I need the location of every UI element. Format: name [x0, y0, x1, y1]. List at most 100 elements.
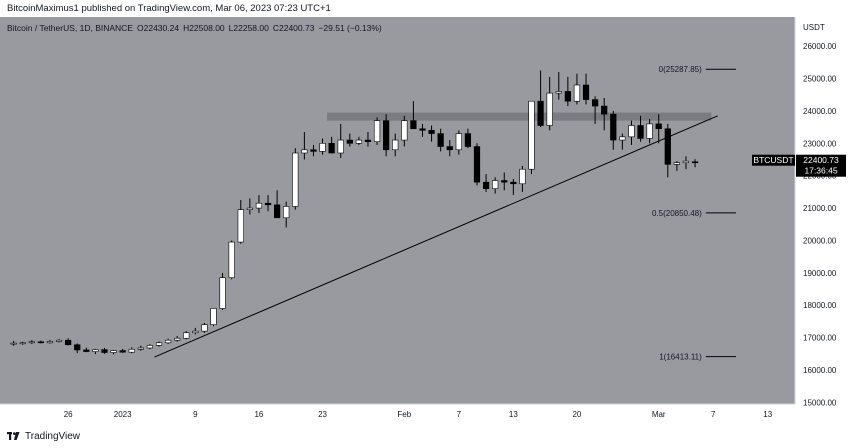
last-price-tag	[796, 154, 846, 177]
candle	[473, 143, 481, 186]
candle	[410, 101, 417, 130]
candle	[519, 165, 526, 192]
footer-bar: TradingView	[0, 426, 850, 448]
fib-level-label: 0.5(20850.48)	[652, 209, 702, 218]
candle-body-up	[255, 202, 263, 209]
candle	[628, 120, 635, 145]
candle	[146, 344, 154, 350]
candle-body-up	[646, 123, 653, 139]
candle	[237, 199, 244, 244]
price-axis-area[interactable]	[795, 17, 850, 426]
date-tick-label: 7	[711, 410, 716, 419]
price-tick-label: 15000.00	[803, 398, 837, 407]
price-tick-label: 21000.00	[803, 204, 837, 213]
candle	[74, 343, 81, 354]
publisher-caption: BitcoinMaximus1 published on TradingView…	[7, 3, 331, 14]
candle	[128, 347, 135, 354]
candle-body-down	[601, 105, 608, 115]
candle	[28, 340, 35, 345]
open-value: 22430.24	[144, 23, 180, 33]
high-label: H	[183, 23, 189, 33]
tradingview-logo[interactable]: TradingView	[7, 431, 80, 442]
candle-body-up	[292, 152, 299, 207]
candle	[655, 114, 662, 144]
candle	[37, 340, 45, 344]
candle	[637, 115, 644, 142]
candle	[528, 100, 535, 175]
candle-body-up	[183, 332, 190, 339]
candle-body-down	[537, 100, 544, 126]
symbol-info: Bitcoin / TetherUS, 1D, BINANCE O22430.24…	[7, 23, 382, 33]
plot-area[interactable]	[0, 17, 795, 404]
candle-body-up	[192, 330, 199, 334]
candle-body-up	[619, 136, 626, 141]
candle	[446, 140, 453, 157]
price-tick-label: 25000.00	[803, 75, 837, 84]
candle-body-down	[446, 146, 453, 151]
candle-body-down	[119, 350, 126, 353]
candle	[664, 123, 671, 178]
candle-body-up	[219, 277, 226, 309]
last-price-value: 22400.73	[803, 155, 839, 165]
candle	[10, 340, 17, 346]
candle	[419, 123, 426, 137]
candle	[55, 338, 63, 343]
resistance-zone	[327, 112, 712, 121]
publisher-header: BitcoinMaximus1 published on TradingView…	[0, 0, 850, 17]
candle-body-up	[46, 341, 54, 344]
candle-body-up	[355, 139, 363, 144]
candle-body-down	[473, 146, 481, 183]
candle-body-down	[273, 204, 281, 219]
price-tick-label: 19000.00	[803, 269, 837, 278]
candle	[401, 115, 408, 147]
fib-level-label: 0(25287.85)	[659, 65, 702, 74]
time-axis-area[interactable]	[0, 404, 795, 426]
candle-body-down	[437, 133, 444, 147]
currency-label: USDT	[803, 23, 825, 32]
candle-body-up	[228, 241, 235, 278]
candle	[283, 201, 290, 228]
candle-body-down	[482, 181, 490, 189]
candle	[428, 125, 435, 142]
candle	[310, 144, 317, 157]
candle-body-down	[582, 84, 590, 100]
price-tick-label: 16000.00	[803, 366, 837, 375]
candle-body-down	[328, 143, 335, 154]
candle-body-up	[628, 125, 635, 138]
price-tick-label: 23000.00	[803, 139, 837, 148]
tradingview-logo-icon	[7, 432, 20, 440]
candle-body-down	[364, 139, 372, 142]
candle-body-down	[410, 120, 417, 130]
candle-body-up	[319, 143, 326, 152]
candle-body-up	[92, 349, 99, 352]
symbol-tag-text: BTCUSDT	[753, 155, 793, 165]
date-tick-label: 16	[254, 410, 263, 419]
candle	[346, 133, 353, 147]
candle-body-up	[283, 206, 290, 219]
date-tick-label: 20	[572, 410, 581, 419]
price-tick-label: 18000.00	[803, 301, 837, 310]
date-tick-label: 2023	[114, 410, 132, 419]
date-tick-label: Feb	[397, 410, 411, 419]
candle	[591, 96, 599, 124]
candle	[555, 72, 562, 100]
candle	[619, 133, 626, 150]
high-value: 22508.00	[189, 23, 225, 33]
candle-body-down	[564, 91, 571, 102]
candle-body-up	[164, 339, 172, 344]
candle-body-down	[610, 113, 617, 141]
candle	[92, 348, 99, 355]
candle	[564, 76, 571, 107]
candle	[110, 349, 117, 355]
symbol-tag	[752, 154, 795, 166]
candle-body-down	[428, 130, 435, 134]
candle-body-down	[664, 128, 671, 165]
candle	[137, 345, 144, 351]
price-tick-label: 17000.00	[803, 334, 837, 343]
candle	[492, 177, 499, 194]
candle	[337, 123, 344, 158]
price-chart[interactable]: 0(25287.85) 0.5(20850.48) 1(16413.11) Bitc…	[0, 17, 850, 426]
candle	[437, 128, 444, 152]
candle-body-up	[528, 100, 535, 170]
